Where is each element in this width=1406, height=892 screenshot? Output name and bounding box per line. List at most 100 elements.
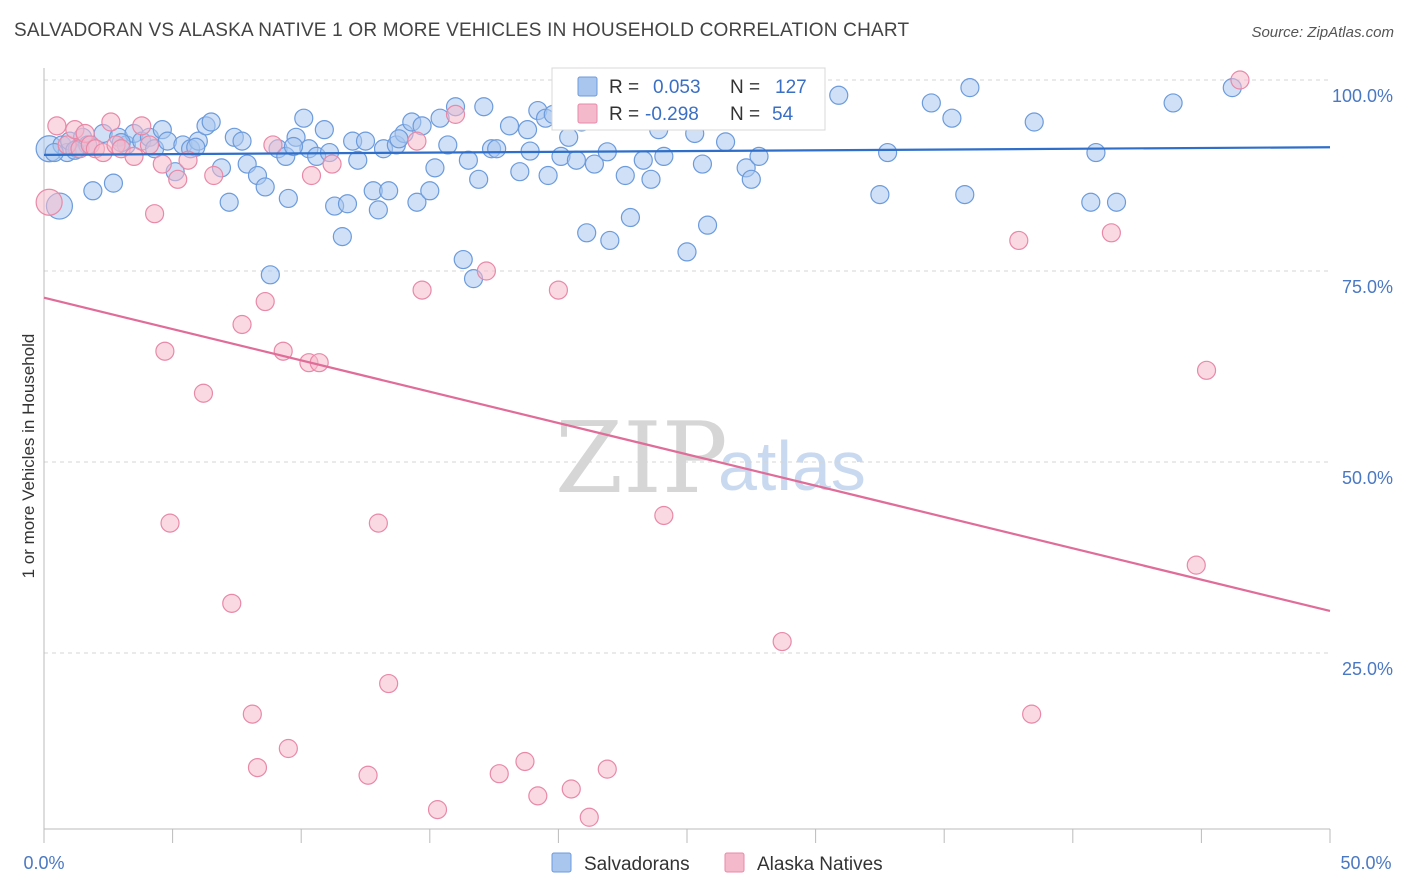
alaska-native-point — [247, 757, 268, 778]
salvadoran-point — [425, 158, 445, 178]
y-tick-labels: 25.0% 50.0% 75.0% 100.0% — [1332, 86, 1393, 679]
salvadoran-point — [577, 223, 597, 243]
alaska-native-point — [255, 291, 275, 312]
salvadoran-point — [314, 120, 334, 140]
alaska-native-point — [561, 779, 581, 799]
legend-n-value-1: 127 — [775, 77, 807, 98]
alaska-native-point — [139, 135, 160, 155]
alaska-native-point — [368, 513, 388, 533]
bottom-legend-label-alaska-natives: Alaska Natives — [757, 854, 883, 875]
y-axis-label: 1 or more Vehicles in Household — [19, 334, 38, 579]
y-tick-label-50: 50.0% — [1342, 468, 1393, 488]
alaska-native-point — [301, 165, 322, 186]
salvadoran-point — [368, 200, 388, 220]
y-tick-label-25: 25.0% — [1342, 659, 1393, 679]
salvadoran-point — [620, 207, 641, 228]
alaska-native-point — [772, 631, 792, 652]
salvadoran-point — [955, 185, 975, 205]
salvadoran-point — [278, 188, 298, 209]
trend-lines — [43, 146, 1331, 613]
watermark: ZIP atlas — [555, 402, 866, 516]
salvadoran-point — [749, 146, 769, 166]
alaska-native-point — [132, 116, 152, 136]
data-points — [35, 70, 1250, 827]
salvadoran-point — [559, 127, 579, 147]
salvadoran-point — [487, 139, 507, 159]
alaska-native-point — [412, 280, 432, 300]
alaska-native-point — [476, 261, 496, 281]
alaska-native-point — [1186, 555, 1206, 575]
salvadoran-point — [697, 215, 718, 235]
alaska-native-point — [528, 786, 548, 806]
salvadoran-point — [232, 131, 252, 151]
legend-n-value-2: 54 — [772, 104, 794, 125]
alaska-native-point — [548, 280, 569, 300]
salvadoran-point — [1106, 192, 1127, 212]
salvadoran-point — [829, 85, 849, 105]
salvadoran-point — [1081, 192, 1101, 212]
salvadoran-point — [407, 192, 427, 212]
salvadoran-point — [283, 136, 304, 157]
salvadoran-point — [201, 112, 221, 132]
salvadoran-point — [1086, 142, 1106, 163]
alaska-native-point — [654, 505, 674, 526]
salvadoran-point — [469, 169, 489, 189]
salvadoran-point — [510, 162, 530, 182]
salvadoran-point — [294, 108, 314, 128]
x-tick-label-max: 50.0% — [1340, 853, 1391, 873]
bottom-legend-label-salvadorans: Salvadorans — [584, 854, 690, 875]
salvadoran-point — [348, 150, 368, 170]
alaska-native-point — [407, 131, 427, 151]
salvadoran-point — [474, 97, 494, 117]
alaska-native-point — [160, 513, 180, 533]
salvadoran-point — [255, 177, 275, 197]
alaska-native-point — [232, 314, 252, 335]
x-ticks — [43, 829, 1331, 843]
chart-source: Source: ZipAtlas.com — [1251, 24, 1394, 41]
salvadoran-trend-line — [43, 146, 1331, 156]
alaska-native-point — [152, 154, 172, 174]
legend-r-value-1: 0.053 — [653, 77, 701, 98]
salvadoran-point — [332, 227, 352, 247]
salvadoran-point — [633, 150, 653, 170]
alaska-native-point — [124, 146, 144, 166]
salvadoran-point — [420, 181, 440, 201]
salvadoran-point — [960, 78, 980, 98]
alaska-native-point — [1230, 70, 1250, 90]
salvadoran-point — [692, 154, 713, 174]
alaska-native-point — [322, 154, 342, 174]
chart-title: SALVADORAN VS ALASKA NATIVE 1 OR MORE VE… — [14, 20, 910, 41]
salvadoran-point — [219, 192, 239, 212]
salvadoran-point — [458, 150, 478, 170]
salvadoran-point — [715, 132, 736, 152]
salvadoran-point — [870, 185, 890, 205]
alaska-native-point — [427, 800, 448, 820]
salvadoran-point — [103, 173, 124, 193]
alaska-native-point — [379, 673, 399, 694]
alaska-native-trend-line — [43, 296, 1331, 613]
salvadoran-point — [260, 265, 280, 285]
alaska-native-point — [101, 112, 121, 132]
alaska-native-point — [178, 150, 198, 170]
alaska-native-point — [1022, 704, 1042, 724]
alaska-native-point — [263, 135, 283, 155]
salvadoran-point — [741, 169, 761, 189]
alaska-native-point — [1196, 360, 1217, 380]
alaska-native-point — [193, 383, 214, 403]
salvadoran-point — [584, 154, 605, 174]
y-tick-label-75: 75.0% — [1342, 277, 1393, 297]
legend-n-label-1: N = — [730, 77, 760, 98]
alaska-native-point — [204, 165, 224, 186]
salvadoran-point — [942, 108, 962, 128]
alaska-native-point — [579, 807, 599, 827]
salvadoran-point — [1163, 93, 1183, 113]
x-tick-label-min: 0.0% — [23, 853, 64, 873]
alaska-native-point — [1101, 223, 1121, 243]
salvadoran-point — [1024, 112, 1044, 132]
alaska-native-point — [358, 765, 378, 785]
salvadoran-point — [499, 116, 520, 136]
salvadoran-point — [83, 181, 103, 201]
alaska-native-point — [35, 188, 63, 216]
salvadoran-point — [438, 135, 458, 155]
